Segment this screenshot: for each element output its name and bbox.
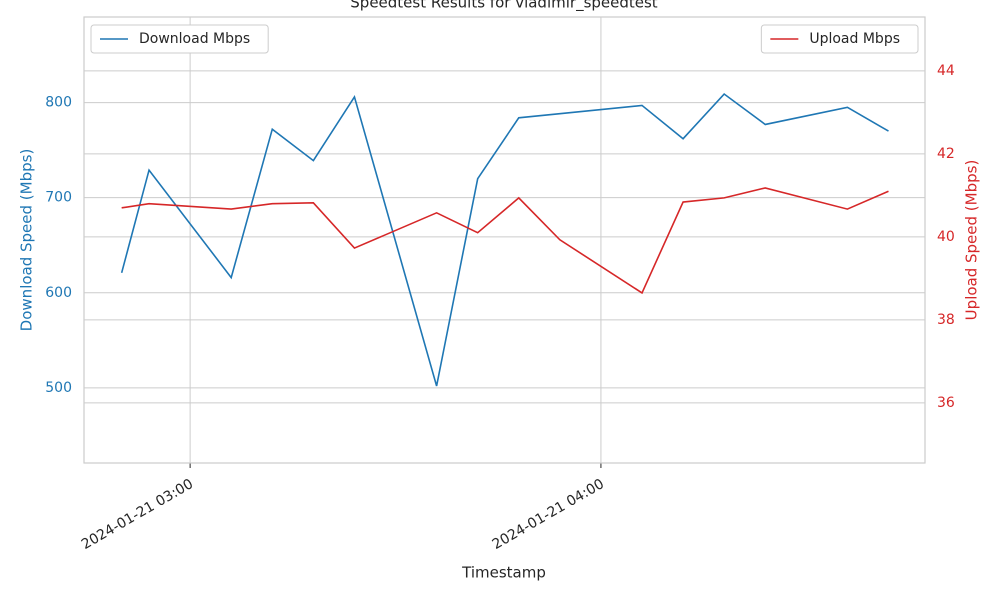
legend: Download Mbps	[90, 24, 269, 54]
y-tick-label: 700	[45, 190, 72, 206]
chart-title: Speedtest Results for vladimir_speedtest	[350, 0, 658, 13]
y2-tick-label: 38	[937, 312, 955, 328]
series-line	[121, 187, 889, 295]
legend-label: Download Mbps	[139, 31, 250, 47]
y2-tick-label: 42	[937, 146, 955, 162]
legend: Upload Mbps	[760, 24, 919, 54]
x-axis-label: Timestamp	[461, 564, 546, 582]
legend-box	[90, 24, 269, 54]
legend-box	[760, 24, 919, 54]
legend-label: Upload Mbps	[809, 31, 900, 47]
y-tick-label: 600	[45, 285, 72, 301]
y2-axis-label: Upload Speed (Mbps)	[963, 160, 981, 321]
y-axis-label: Download Speed (Mbps)	[18, 149, 36, 332]
y2-tick-label: 40	[937, 229, 955, 245]
y2-tick-label: 36	[937, 395, 955, 411]
series-line	[120, 92, 889, 387]
plot-frame	[83, 16, 926, 464]
y-tick-label: 800	[45, 95, 72, 111]
y2-tick-label: 44	[937, 63, 955, 79]
y-tick-label: 500	[45, 380, 72, 396]
